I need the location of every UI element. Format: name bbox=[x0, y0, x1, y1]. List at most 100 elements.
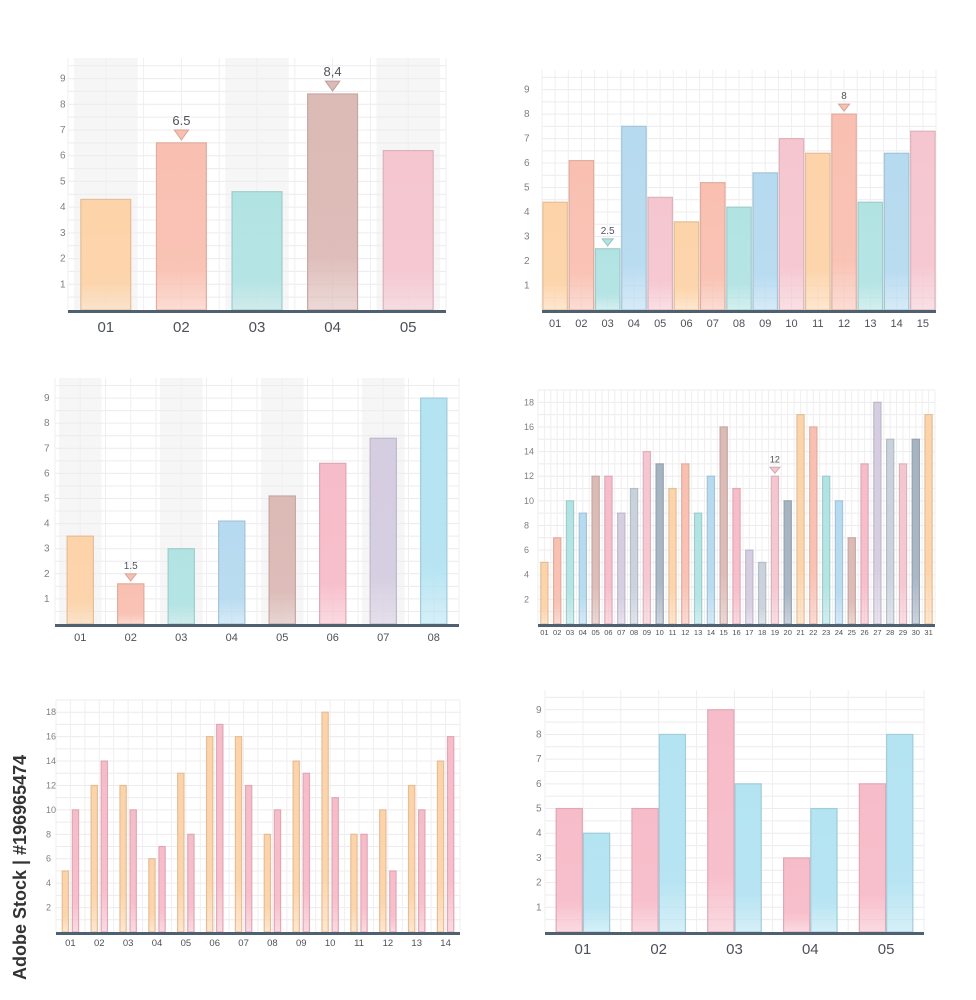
x-tick-label: 02 bbox=[553, 628, 561, 637]
x-axis-line bbox=[538, 624, 935, 627]
x-tick-label: 19 bbox=[771, 628, 779, 637]
x-tick-label: 04 bbox=[152, 938, 163, 949]
bar-series-2 bbox=[187, 833, 195, 933]
y-tick-label: 6 bbox=[536, 779, 542, 790]
y-tick-label: 9 bbox=[60, 74, 66, 85]
bar-chart-3: 1 2 3 4 5 6 7 8 9 1.5 01 02 03 04 05 06 07 08 bbox=[44, 378, 460, 644]
y-tick-label: 3 bbox=[44, 544, 50, 555]
bar-series-2 bbox=[331, 797, 339, 933]
x-tick-label: 23 bbox=[822, 628, 830, 637]
x-tick-label: 12 bbox=[838, 318, 850, 330]
x-tick-label: 11 bbox=[812, 318, 823, 330]
bar bbox=[420, 397, 448, 625]
bar bbox=[857, 201, 884, 311]
data-label-marker bbox=[173, 129, 190, 141]
x-tick-label: 13 bbox=[411, 938, 422, 949]
bar bbox=[757, 561, 767, 625]
y-tick-label: 8 bbox=[60, 99, 66, 110]
y-tick-label: 3 bbox=[524, 232, 530, 243]
x-tick-label: 04 bbox=[579, 628, 587, 637]
bar-series-2 bbox=[886, 733, 914, 933]
bar bbox=[604, 475, 613, 625]
bar-series-1 bbox=[292, 760, 300, 933]
x-tick-label: 01 bbox=[549, 318, 561, 330]
x-tick-label: 14 bbox=[440, 938, 451, 949]
y-tick-label: 5 bbox=[536, 804, 542, 815]
y-tick-label: 10 bbox=[524, 496, 534, 506]
bar-chart-6: 1 2 3 4 5 6 7 8 9 01 02 03 04 05 bbox=[536, 690, 925, 958]
bar bbox=[578, 512, 588, 625]
x-tick-label: 18 bbox=[758, 628, 766, 637]
bar bbox=[706, 475, 716, 625]
bar-series-2 bbox=[100, 760, 109, 933]
y-tick-label: 16 bbox=[46, 732, 56, 742]
bar-series-1 bbox=[379, 809, 387, 933]
x-tick-label: 11 bbox=[669, 628, 677, 637]
x-tick-label: 20 bbox=[784, 628, 792, 637]
bar bbox=[804, 152, 831, 311]
bar bbox=[218, 520, 246, 625]
x-tick-label: 05 bbox=[878, 941, 895, 958]
x-tick-label: 08 bbox=[733, 318, 745, 330]
data-label-marker bbox=[324, 80, 341, 92]
bar bbox=[268, 495, 296, 625]
x-tick-label: 24 bbox=[835, 628, 843, 637]
x-tick-label: 07 bbox=[707, 318, 719, 330]
x-tick-label: 09 bbox=[759, 318, 771, 330]
bar-series-1 bbox=[119, 784, 127, 933]
x-tick-label: 05 bbox=[400, 319, 417, 336]
y-tick-label: 8 bbox=[524, 520, 529, 530]
x-tick-label: 10 bbox=[655, 628, 663, 637]
y-tick-label: 5 bbox=[60, 176, 66, 187]
bar bbox=[647, 196, 674, 311]
x-tick-label: 01 bbox=[97, 319, 114, 336]
data-label: 12 bbox=[770, 454, 780, 464]
x-tick-label: 07 bbox=[617, 628, 625, 637]
x-tick-label: 02 bbox=[125, 632, 137, 644]
x-tick-label: 17 bbox=[745, 628, 753, 637]
bar bbox=[732, 487, 741, 625]
bar-series-2 bbox=[302, 772, 311, 933]
y-tick-label: 9 bbox=[536, 705, 542, 716]
bar bbox=[770, 475, 780, 625]
bar bbox=[668, 487, 677, 625]
y-tick-label: 4 bbox=[536, 828, 542, 839]
bar bbox=[155, 142, 207, 311]
bar-series-2 bbox=[71, 809, 80, 933]
bar bbox=[924, 414, 933, 625]
bar-series-2 bbox=[129, 809, 137, 933]
bar-series-1 bbox=[350, 833, 358, 933]
bar bbox=[847, 537, 856, 625]
x-tick-label: 13 bbox=[864, 318, 876, 330]
x-tick-label: 05 bbox=[181, 938, 192, 949]
bar bbox=[617, 512, 626, 625]
x-axis-line bbox=[545, 932, 924, 935]
x-tick-label: 04 bbox=[226, 632, 238, 644]
bar-series-2 bbox=[360, 833, 368, 933]
x-tick-label: 05 bbox=[276, 632, 288, 644]
x-tick-label: 04 bbox=[802, 941, 819, 958]
bar-series-1 bbox=[858, 783, 887, 933]
bar bbox=[80, 198, 132, 311]
y-tick-label: 12 bbox=[46, 780, 56, 790]
bar-series-1 bbox=[148, 858, 156, 933]
x-axis-line bbox=[542, 310, 936, 313]
data-label-marker bbox=[601, 238, 615, 247]
x-tick-label: 06 bbox=[209, 938, 220, 949]
y-tick-label: 6 bbox=[46, 854, 51, 864]
x-tick-label: 31 bbox=[924, 628, 932, 637]
bar bbox=[796, 414, 805, 625]
bar bbox=[673, 221, 700, 311]
y-tick-label: 18 bbox=[46, 707, 56, 717]
bar-series-2 bbox=[244, 784, 253, 933]
bar-series-1 bbox=[177, 772, 185, 933]
x-tick-label: 12 bbox=[383, 938, 394, 949]
y-tick-label: 4 bbox=[60, 202, 66, 213]
y-tick-label: 2 bbox=[524, 594, 529, 604]
x-tick-label: 10 bbox=[785, 318, 797, 330]
x-tick-label: 08 bbox=[428, 632, 440, 644]
y-tick-label: 2 bbox=[536, 878, 542, 889]
x-tick-label: 15 bbox=[720, 628, 728, 637]
bar-series-1 bbox=[707, 709, 735, 933]
bar bbox=[821, 475, 831, 625]
